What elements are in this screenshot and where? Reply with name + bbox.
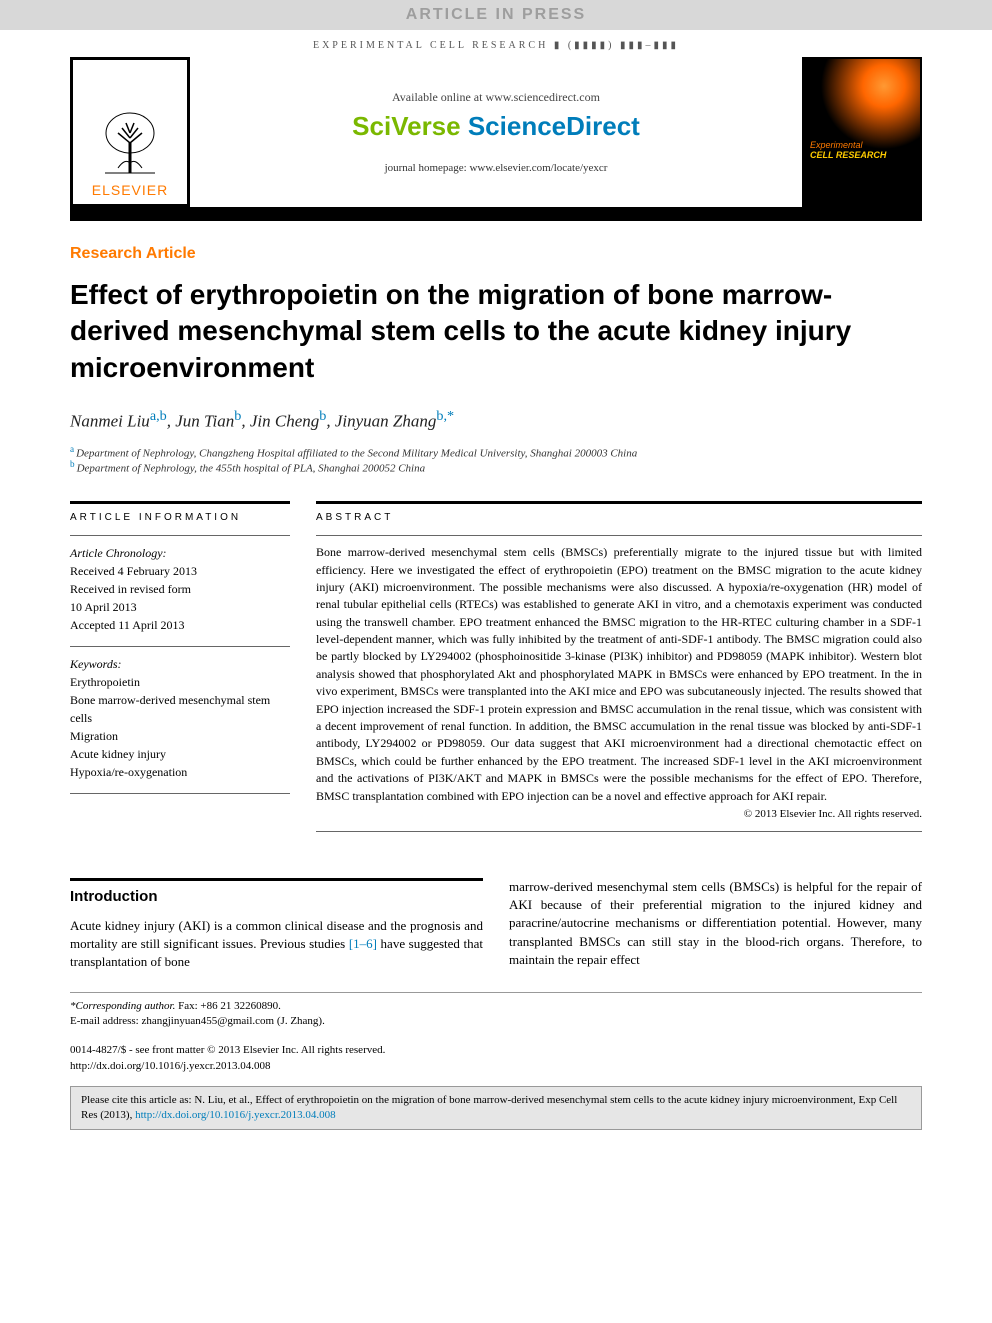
author-3: Jin Cheng <box>250 412 319 431</box>
article-info-column: ARTICLE INFORMATION Article Chronology: … <box>70 501 290 832</box>
front-matter-doi[interactable]: http://dx.doi.org/10.1016/j.yexcr.2013.0… <box>70 1059 922 1074</box>
available-online-text: Available online at www.sciencedirect.co… <box>210 90 782 105</box>
article-info-heading: ARTICLE INFORMATION <box>70 512 290 523</box>
masthead: ELSEVIER Available online at www.science… <box>70 57 922 221</box>
authors-line: Nanmei Liua,b, Jun Tianb, Jin Chengb, Ji… <box>70 408 922 432</box>
elsevier-tree-icon <box>90 108 170 178</box>
chronology-label: Article Chronology: <box>70 544 290 562</box>
aff-b-sup: b <box>70 459 75 469</box>
affiliations: aDepartment of Nephrology, Changzheng Ho… <box>70 444 922 475</box>
intro-left-para: Acute kidney injury (AKI) is a common cl… <box>70 917 483 972</box>
keyword-3: Migration <box>70 727 290 745</box>
journal-header: EXPERIMENTAL CELL RESEARCH ▮ (▮▮▮▮) ▮▮▮–… <box>0 30 992 57</box>
aff-a-sup: a <box>70 444 74 454</box>
author-4: Jinyuan Zhang <box>335 412 437 431</box>
abstract-column: ABSTRACT Bone marrow-derived mesenchymal… <box>316 501 922 832</box>
right-column: marrow-derived mesenchymal stem cells (B… <box>509 878 922 972</box>
chronology-block: Article Chronology: Received 4 February … <box>70 535 290 646</box>
journal-homepage: journal homepage: www.elsevier.com/locat… <box>210 162 782 174</box>
keyword-2: Bone marrow-derived mesenchymal stem cel… <box>70 691 290 727</box>
center-masthead: Available online at www.sciencedirect.co… <box>190 57 802 207</box>
abstract-body: Bone marrow-derived mesenchymal stem cel… <box>316 545 922 802</box>
keyword-1: Erythropoietin <box>70 673 290 691</box>
keywords-label: Keywords: <box>70 655 290 673</box>
author-4-aff[interactable]: b, <box>436 408 447 424</box>
cover-experimental: Experimental <box>810 140 863 150</box>
elsevier-logo-box: ELSEVIER <box>70 57 190 207</box>
homepage-label: journal homepage: <box>385 162 470 174</box>
abstract-text: Bone marrow-derived mesenchymal stem cel… <box>316 535 922 832</box>
cover-cell-research: CELL RESEARCH <box>810 150 886 160</box>
corresponding-author-label: *Corresponding author. <box>70 1000 178 1012</box>
author-3-aff[interactable]: b <box>319 408 326 424</box>
citation-doi-link[interactable]: http://dx.doi.org/10.1016/j.yexcr.2013.0… <box>135 1109 336 1121</box>
introduction-heading: Introduction <box>70 878 483 907</box>
chronology-revised1: Received in revised form <box>70 580 290 598</box>
info-abstract-row: ARTICLE INFORMATION Article Chronology: … <box>70 501 922 832</box>
article-title: Effect of erythropoietin on the migratio… <box>70 277 922 386</box>
citation-box: Please cite this article as: N. Liu, et … <box>70 1086 922 1130</box>
keyword-5: Hypoxia/re-oxygenation <box>70 763 290 781</box>
aff-a-text: Department of Nephrology, Changzheng Hos… <box>76 447 637 459</box>
sciverse-direct: ScienceDirect <box>461 111 640 141</box>
keywords-block: Keywords: Erythropoietin Bone marrow-der… <box>70 646 290 794</box>
article-type: Research Article <box>70 245 922 263</box>
sciverse-logo: SciVerse ScienceDirect <box>210 111 782 142</box>
author-2-aff[interactable]: b <box>234 408 241 424</box>
chronology-accepted: Accepted 11 April 2013 <box>70 616 290 634</box>
ref-link-1-6[interactable]: [1–6] <box>349 936 377 951</box>
abstract-copyright: © 2013 Elsevier Inc. All rights reserved… <box>316 807 922 823</box>
author-2: Jun Tian <box>175 412 234 431</box>
chronology-revised2: 10 April 2013 <box>70 598 290 616</box>
author-4-corr[interactable]: * <box>447 408 454 424</box>
front-matter: 0014-4827/$ - see front matter © 2013 El… <box>70 1043 922 1074</box>
footnotes: *Corresponding author. Fax: +86 21 32260… <box>70 992 922 1030</box>
left-column: Introduction Acute kidney injury (AKI) i… <box>70 878 483 972</box>
homepage-url[interactable]: www.elsevier.com/locate/yexcr <box>469 162 607 174</box>
elsevier-label: ELSEVIER <box>92 182 168 198</box>
body-columns: Introduction Acute kidney injury (AKI) i… <box>70 878 922 972</box>
author-1: Nanmei Liu <box>70 412 150 431</box>
aff-b-text: Department of Nephrology, the 455th hosp… <box>77 463 426 475</box>
keyword-4: Acute kidney injury <box>70 745 290 763</box>
email-who: (J. Zhang). <box>274 1015 325 1027</box>
corresponding-author-fax: Fax: +86 21 32260890. <box>178 1000 281 1012</box>
intro-right-para: marrow-derived mesenchymal stem cells (B… <box>509 878 922 969</box>
cover-sunburst-icon <box>802 59 920 149</box>
abstract-heading: ABSTRACT <box>316 512 922 523</box>
author-1-aff[interactable]: a,b <box>150 408 167 424</box>
email-address[interactable]: zhangjinyuan455@gmail.com <box>141 1015 274 1027</box>
email-label: E-mail address: <box>70 1015 141 1027</box>
front-matter-line1: 0014-4827/$ - see front matter © 2013 El… <box>70 1043 922 1058</box>
journal-cover-thumbnail: Experimental CELL RESEARCH <box>802 57 922 207</box>
article-in-press-banner: ARTICLE IN PRESS <box>0 0 992 30</box>
cover-title: Experimental CELL RESEARCH <box>810 140 886 160</box>
sciverse-sci: SciVerse <box>352 111 460 141</box>
chronology-received: Received 4 February 2013 <box>70 562 290 580</box>
